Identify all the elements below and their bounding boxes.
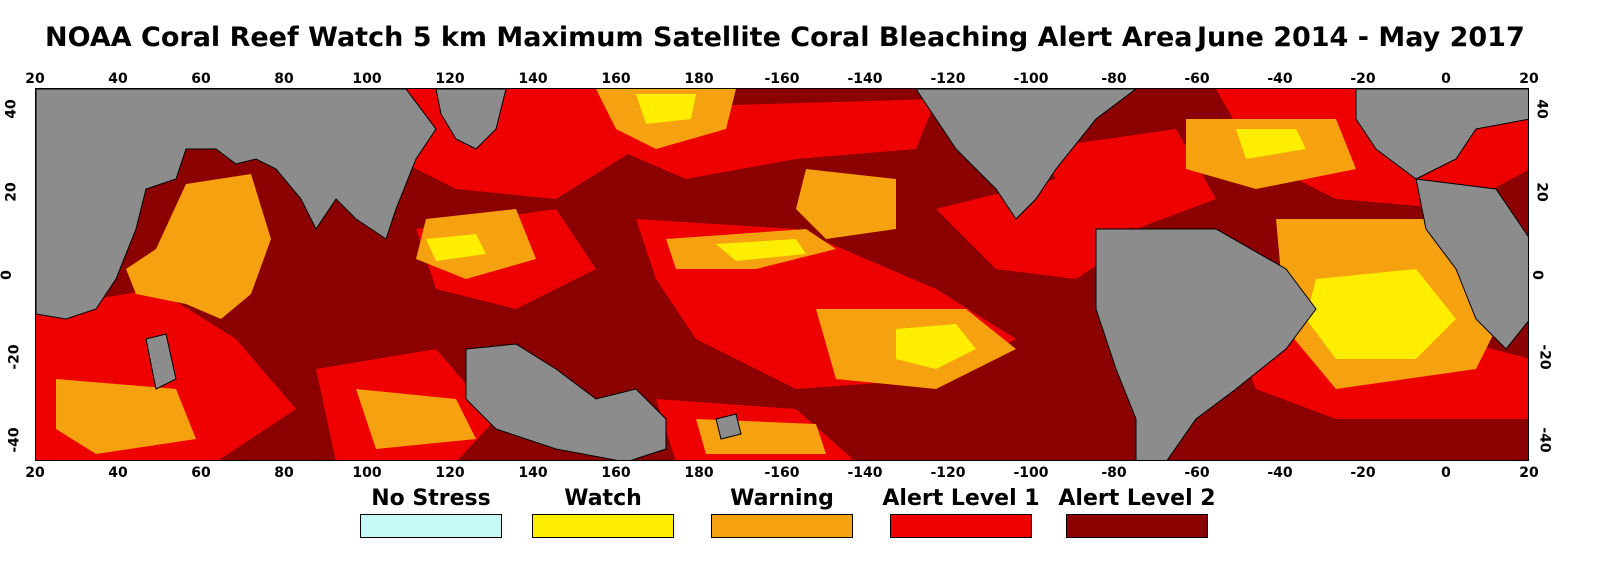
top-lon-tick-label: 160: [601, 71, 631, 87]
bottom-lon-tick-label: -100: [1013, 465, 1049, 481]
map-title: NOAA Coral Reef Watch 5 km Maximum Satel…: [45, 22, 1193, 53]
date-range: June 2014 - May 2017: [1197, 22, 1525, 53]
left-lat-tick-label: 40: [3, 98, 20, 119]
legend-label: Alert Level 1: [882, 486, 1040, 511]
top-lon-tick-label: -140: [847, 71, 883, 87]
top-lon-tick-label: 100: [352, 71, 382, 87]
bottom-lon-tick-label: 40: [108, 465, 128, 481]
bottom-lon-tick-label: -160: [764, 465, 800, 481]
bottom-lon-tick-label: 20: [25, 465, 45, 481]
bleaching-alert-map: [35, 88, 1529, 461]
legend-label: Alert Level 2: [1058, 486, 1216, 511]
bottom-lon-tick-label: -40: [1267, 465, 1293, 481]
warning-areas: [56, 89, 1516, 454]
top-lon-tick-label: 60: [191, 71, 211, 87]
legend-swatch: [711, 514, 853, 538]
watch-areas: [426, 94, 1456, 369]
legend-label: No Stress: [371, 486, 491, 511]
legend-label: Watch: [564, 486, 642, 511]
top-lon-tick-label: -60: [1184, 71, 1210, 87]
left-lat-tick-label: 0: [0, 269, 15, 280]
map-canvas: [36, 89, 1528, 460]
bottom-lon-tick-label: 100: [352, 465, 382, 481]
top-lon-tick-label: -160: [764, 71, 800, 87]
right-lat-tick-label: -20: [1536, 344, 1553, 371]
top-lon-tick-label: -120: [930, 71, 966, 87]
bottom-lon-tick-label: -20: [1350, 465, 1376, 481]
bottom-lon-tick-label: -140: [847, 465, 883, 481]
bottom-lon-tick-label: 140: [518, 465, 548, 481]
right-lat-tick-label: -40: [1536, 427, 1553, 453]
top-lon-tick-label: 80: [274, 71, 294, 87]
legend-swatch: [360, 514, 502, 538]
right-lat-tick-label: 0: [1528, 269, 1545, 280]
bottom-lon-tick-label: 80: [274, 465, 294, 481]
top-lon-tick-label: 180: [684, 71, 714, 87]
bottom-lon-tick-label: 60: [191, 465, 211, 481]
legend-swatch: [890, 514, 1032, 538]
top-lon-tick-label: -40: [1267, 71, 1293, 87]
legend-swatch: [1066, 514, 1208, 538]
legend-label: Warning: [730, 486, 834, 511]
bottom-lon-tick-label: -120: [930, 465, 966, 481]
bottom-lon-tick-label: -60: [1184, 465, 1210, 481]
left-lat-tick-label: -20: [6, 344, 23, 371]
top-lon-tick-label: 140: [518, 71, 548, 87]
bottom-lon-tick-label: 120: [435, 465, 465, 481]
top-lon-tick-label: 40: [108, 71, 128, 87]
bottom-lon-tick-label: 20: [1519, 465, 1539, 481]
bottom-lon-tick-label: 160: [601, 465, 631, 481]
top-lon-tick-label: 20: [25, 71, 45, 87]
top-lon-tick-label: -80: [1101, 71, 1127, 87]
land-masses: [36, 89, 1528, 460]
legend-swatch: [532, 514, 674, 538]
left-lat-tick-label: -40: [6, 427, 23, 453]
bottom-lon-tick-label: 0: [1441, 465, 1451, 481]
bottom-lon-tick-label: 180: [684, 465, 714, 481]
right-lat-tick-label: 40: [1533, 98, 1550, 119]
top-lon-tick-label: 20: [1519, 71, 1539, 87]
top-lon-tick-label: -20: [1350, 71, 1376, 87]
top-lon-tick-label: 0: [1441, 71, 1451, 87]
top-lon-tick-label: 120: [435, 71, 465, 87]
top-lon-tick-label: -100: [1013, 71, 1049, 87]
bottom-lon-tick-label: -80: [1101, 465, 1127, 481]
right-lat-tick-label: 20: [1533, 181, 1550, 202]
left-lat-tick-label: 20: [3, 181, 20, 202]
